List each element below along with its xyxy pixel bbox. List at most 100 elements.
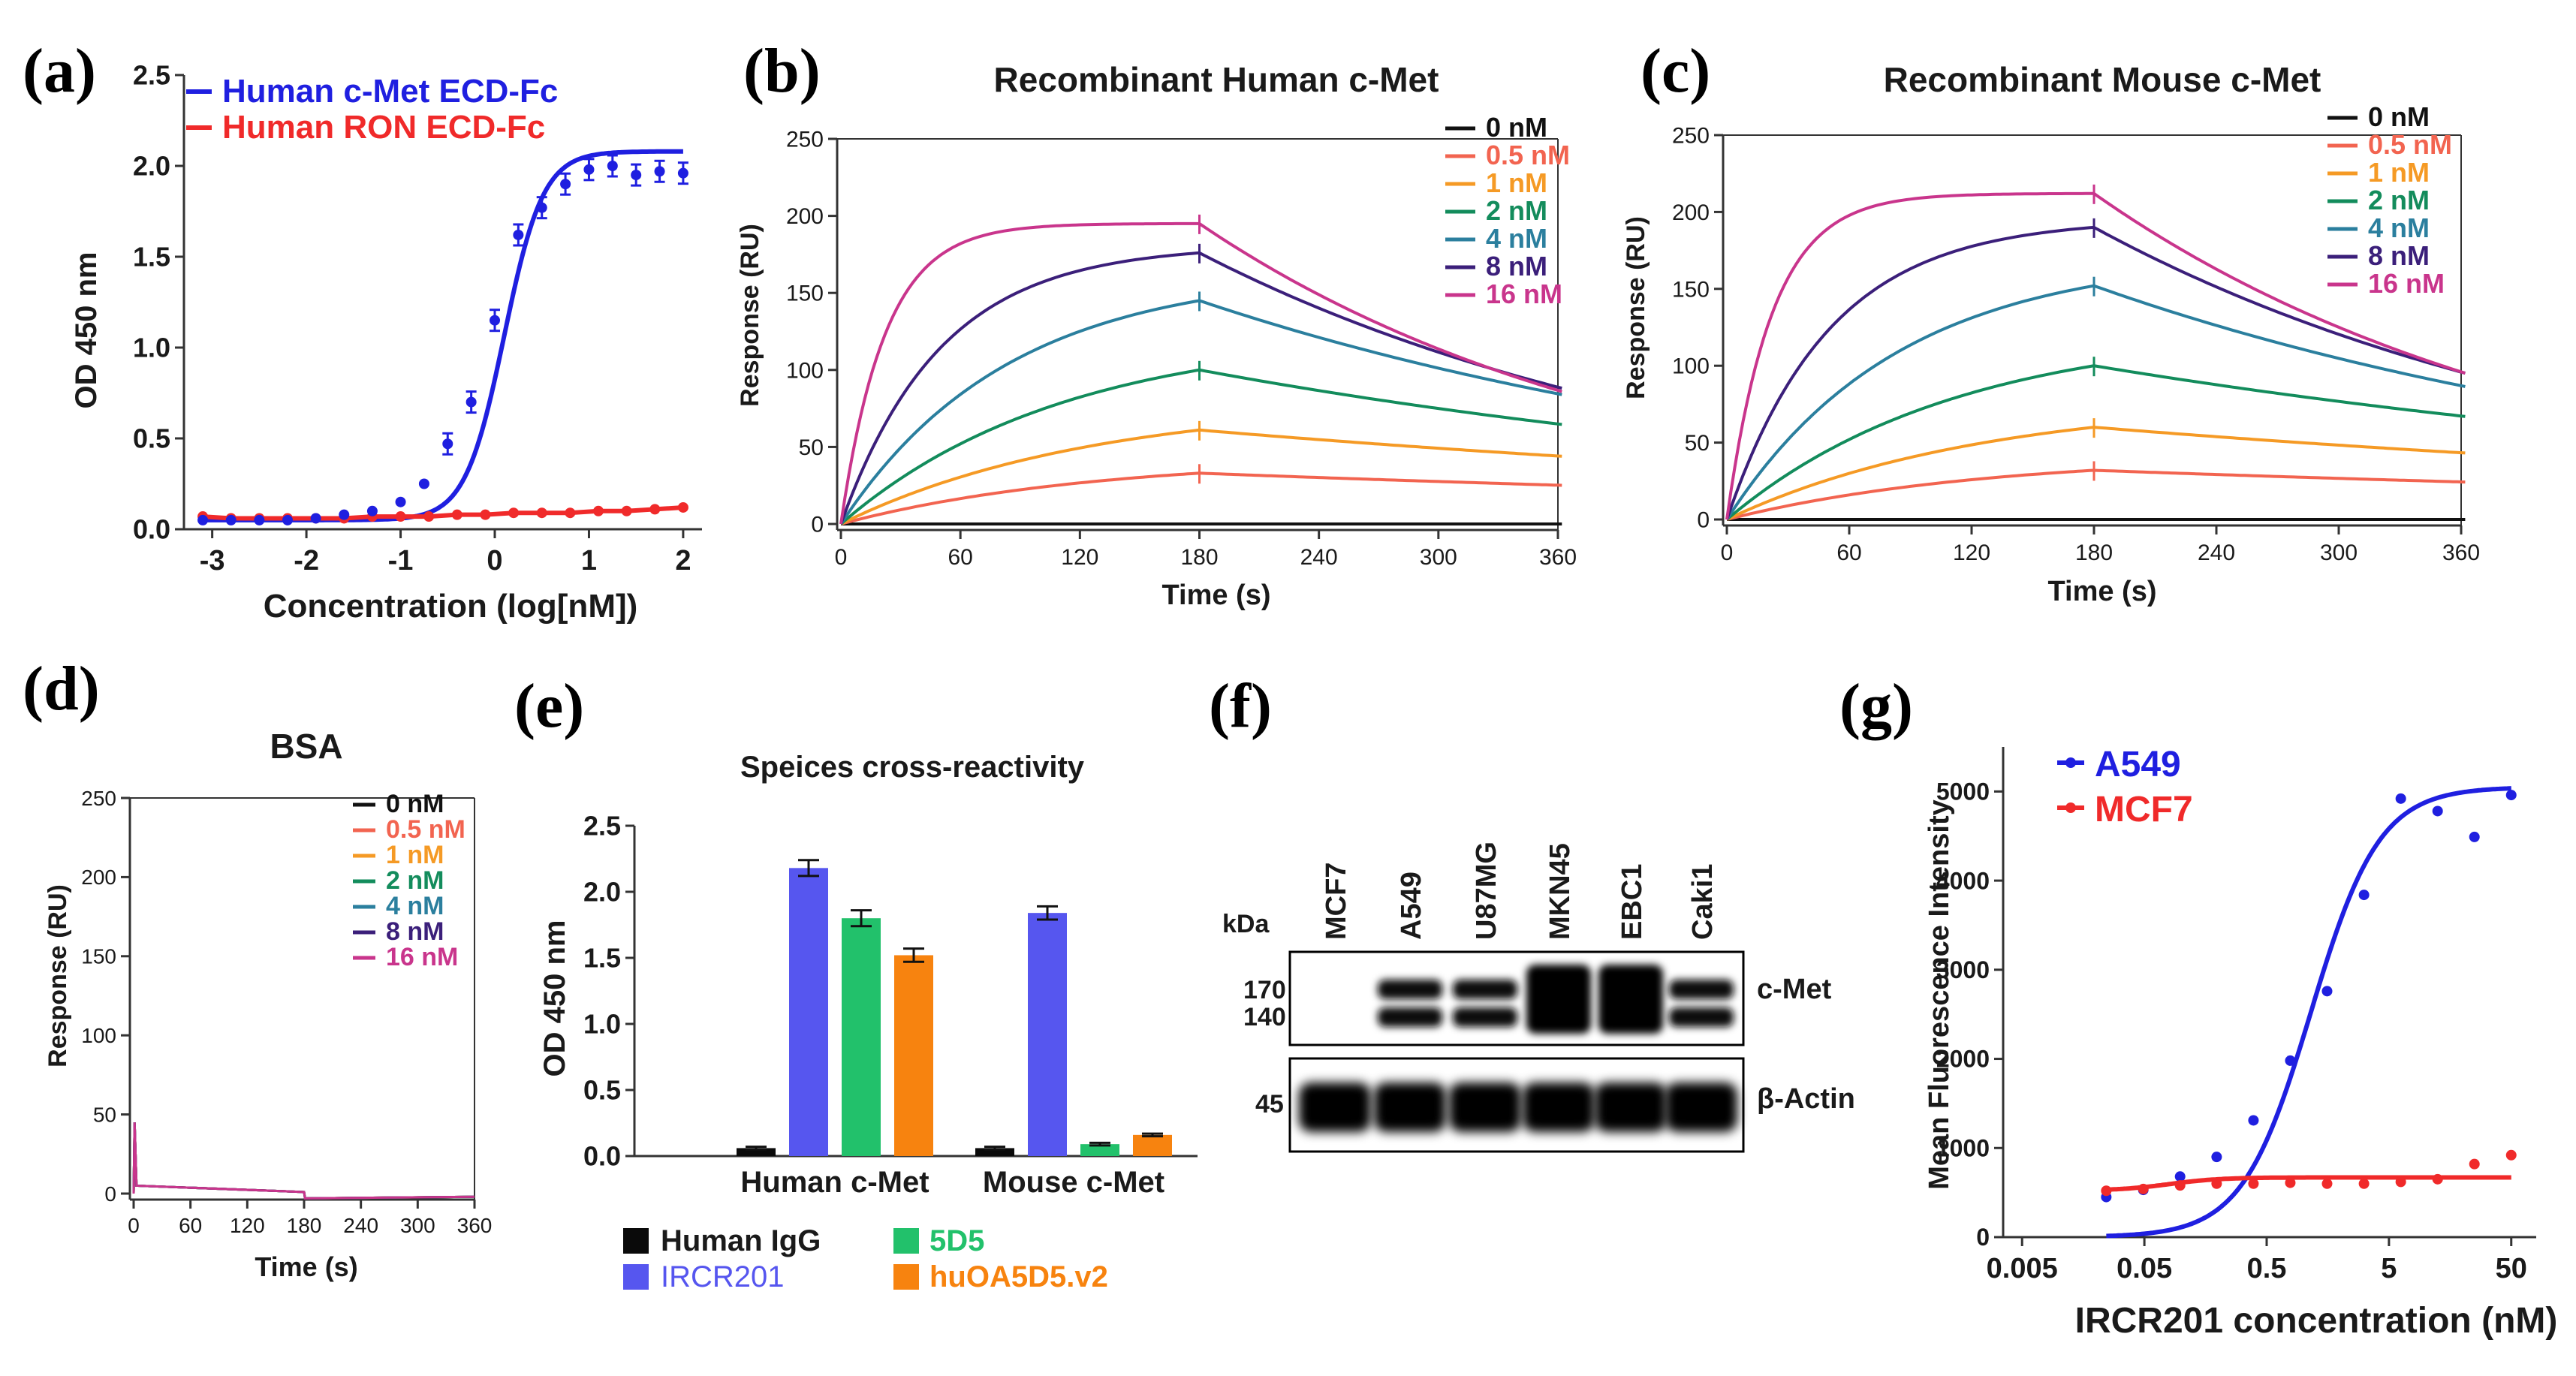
panel-e-y-tick-label: 1.5 — [583, 943, 621, 974]
mcf7-data-point — [2321, 1178, 2333, 1189]
legend-swatch-a549-dot — [2065, 757, 2076, 768]
panel-b-x-tick-label: 240 — [1300, 545, 1338, 570]
panel-g-y-tick-label: 3000 — [1936, 956, 1990, 983]
legend-0-nM: 0 nM — [1486, 112, 1547, 143]
panel-c-y-tick-label: 50 — [1685, 431, 1710, 456]
blot-band-cmet-170 — [1453, 980, 1517, 999]
blot-band-actin — [1523, 1082, 1595, 1132]
panel-c-xlabel: Time (s) — [2047, 576, 2156, 607]
panel-b-title: Recombinant Human c-Met — [994, 60, 1439, 99]
blot-sample-label: MCF7 — [1321, 863, 1352, 940]
cmet-data-point — [513, 229, 524, 240]
sensorgram-16-nM — [839, 221, 1562, 525]
panel-g-y-tick-label: 4000 — [1936, 867, 1990, 894]
cmet-data-point — [677, 167, 688, 179]
panel-a-binding-curve: OD 450 nm Concentration (log[nM]) -3 -2 -1… — [70, 60, 702, 625]
bsa-legend-16-nM: 16 nM — [386, 943, 458, 971]
legend-igg: Human IgG — [661, 1224, 821, 1257]
legend-8-nM: 8 nM — [2368, 240, 2430, 271]
panel-e-y-tick-label: 0.0 — [583, 1141, 621, 1172]
panel-d-y-tick-label: 200 — [81, 866, 116, 889]
panel-c-x-tick-label: 360 — [2442, 540, 2480, 565]
panel-g-mfi: Mean Fluorescence Intensity IRCR201 conc… — [1924, 745, 2557, 1341]
bsa-legend-1-nM: 1 nM — [386, 841, 444, 869]
cmet-data-point — [583, 164, 595, 175]
cmet-data-point — [536, 202, 547, 213]
panel-e-ylabel: OD 450 nm — [538, 920, 571, 1077]
bsa-legend-0-5-nM: 0.5 nM — [386, 815, 465, 844]
blot-band-cmet-140 — [1453, 1007, 1517, 1027]
panel-f-western-blot: MCF7 A549 U87MG MKN45 EBC1 Caki1 kDa 170 140 … — [1222, 842, 1855, 1153]
panel-g-legend: A549 MCF7 — [2057, 745, 2193, 830]
sensorgram-4-nM — [1725, 284, 2466, 521]
a549-data-point — [2505, 790, 2517, 801]
bar-category-label: Mouse c-Met — [983, 1166, 1164, 1199]
blot-band-actin — [1665, 1082, 1737, 1132]
panel-a-y-tick-label: 1.0 — [133, 333, 170, 363]
panel-b-x-tick-label: 60 — [948, 545, 972, 570]
blot-band-actin — [1299, 1082, 1371, 1132]
blot-sample-labels: MCF7 A549 U87MG MKN45 EBC1 Caki1 — [1321, 842, 1719, 940]
bar-Human-IgG-0 — [737, 1148, 776, 1156]
legend-8-nM: 8 nM — [1486, 251, 1547, 282]
ron-data-point — [565, 507, 576, 519]
panel-a-legend: Human c-Met ECD-Fc Human RON ECD-Fc — [186, 73, 558, 146]
panel-c-ylabel: Response (RU) — [1622, 216, 1650, 399]
panel-a-x-tick-label: -1 — [388, 545, 414, 577]
panel-d-y-tick-label: 100 — [81, 1024, 116, 1047]
panel-b-y-tick-label: 150 — [786, 282, 824, 306]
sensorgram-1-nM — [1726, 426, 2466, 521]
panel-d-ylabel: Response (RU) — [44, 884, 72, 1067]
panel-d-x-tick-label: 360 — [457, 1214, 493, 1237]
legend-0-nM: 0 nM — [2368, 101, 2430, 132]
a549-data-point — [2321, 986, 2333, 997]
sensorgram-1-nM — [840, 428, 1562, 525]
panel-c-y-tick-label: 200 — [1672, 200, 1710, 225]
a549-data-point — [2174, 1171, 2186, 1182]
panel-c-x-tick-label: 120 — [1953, 540, 1990, 565]
panel-a-x-tick-label: -3 — [200, 545, 225, 577]
bar-IRCR201-1 — [1028, 913, 1067, 1156]
cmet-data-point — [560, 179, 571, 190]
panel-c-axes: 0 60 120 180 240 300 360 0 50 100 150 200 250 — [1672, 124, 2480, 566]
a549-fit-curve — [2106, 786, 2511, 1239]
panel-g-x-tick-label: 50 — [2496, 1253, 2527, 1284]
panel-g-x-tick-label: 0.5 — [2247, 1253, 2287, 1284]
panel-e-cross-reactivity: Speices cross-reactivity OD 450 nm 0.0 0.… — [538, 751, 1198, 1293]
mcf7-data-point — [2138, 1183, 2149, 1194]
legend-swatch-igg — [623, 1228, 649, 1254]
panel-d-x-tick-label: 300 — [400, 1214, 435, 1237]
legend-16-nM: 16 nM — [2368, 268, 2445, 299]
blot-sample-label: EBC1 — [1616, 864, 1648, 940]
cmet-data-point — [282, 514, 293, 525]
sensorgram-0-5-nM — [1726, 468, 2466, 521]
blot-band-cmet-strong — [1598, 965, 1663, 1034]
legend-1-nM: 1 nM — [2368, 157, 2430, 188]
panel-c-x-tick-label: 240 — [2198, 540, 2235, 565]
mcf7-data-point — [2432, 1173, 2443, 1185]
mcf7-data-point — [2248, 1178, 2259, 1189]
panel-c-title: Recombinant Mouse c-Met — [1884, 60, 2321, 99]
legend-a549: A549 — [2095, 745, 2181, 784]
legend-ron: Human RON ECD-Fc — [222, 109, 545, 146]
panel-e-marks: Human c-Met Mouse c-Met — [737, 859, 1172, 1199]
panel-g-y-tick-label: 1000 — [1936, 1134, 1990, 1161]
legend-0-5-nM: 0.5 nM — [1486, 140, 1570, 170]
blot-sample-label: MKN45 — [1544, 843, 1576, 940]
blot-band-actin — [1595, 1082, 1667, 1132]
legend-2-nM: 2 nM — [2368, 185, 2430, 215]
cmet-data-point — [442, 438, 453, 450]
panel-b-spr-human: Recombinant Human c-Met Response (RU) Ti… — [736, 60, 1577, 611]
mcf7-data-point — [2285, 1177, 2296, 1188]
legend-swatch-huoa5d5 — [893, 1264, 919, 1290]
panel-b-y-tick-label: 200 — [786, 204, 824, 229]
blot-marker-170: 170 — [1243, 976, 1286, 1004]
panel-a-y-tick-label: 0.0 — [133, 514, 170, 545]
panel-b-ylabel: Response (RU) — [736, 224, 764, 407]
sensorgram-8-nM — [1725, 225, 2466, 520]
ron-data-point — [423, 511, 435, 522]
legend-huoa5d5: huOA5D5.v2 — [929, 1260, 1108, 1293]
panel-b-x-tick-label: 300 — [1420, 545, 1457, 570]
